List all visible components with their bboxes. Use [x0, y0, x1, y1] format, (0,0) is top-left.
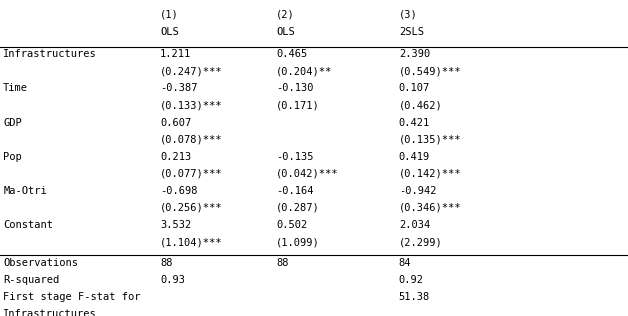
Text: (2): (2) [276, 9, 295, 20]
Text: (0.135)***: (0.135)*** [399, 135, 462, 145]
Text: 0.92: 0.92 [399, 275, 424, 285]
Text: 2.390: 2.390 [399, 49, 430, 59]
Text: 88: 88 [276, 258, 289, 268]
Text: 84: 84 [399, 258, 411, 268]
Text: 2SLS: 2SLS [399, 27, 424, 37]
Text: OLS: OLS [160, 27, 179, 37]
Text: (0.256)***: (0.256)*** [160, 203, 223, 213]
Text: (0.078)***: (0.078)*** [160, 135, 223, 145]
Text: (1): (1) [160, 9, 179, 20]
Text: (0.133)***: (0.133)*** [160, 100, 223, 111]
Text: 0.93: 0.93 [160, 275, 185, 285]
Text: OLS: OLS [276, 27, 295, 37]
Text: (0.247)***: (0.247)*** [160, 66, 223, 76]
Text: -0.698: -0.698 [160, 186, 198, 196]
Text: GDP: GDP [3, 118, 22, 128]
Text: Ma-Otri: Ma-Otri [3, 186, 47, 196]
Text: (0.077)***: (0.077)*** [160, 169, 223, 179]
Text: -0.387: -0.387 [160, 83, 198, 94]
Text: 88: 88 [160, 258, 173, 268]
Text: 0.213: 0.213 [160, 152, 192, 162]
Text: Infrastructures: Infrastructures [3, 309, 97, 316]
Text: 0.465: 0.465 [276, 49, 308, 59]
Text: -0.164: -0.164 [276, 186, 314, 196]
Text: 0.419: 0.419 [399, 152, 430, 162]
Text: R-squared: R-squared [3, 275, 60, 285]
Text: Infrastructures: Infrastructures [3, 49, 97, 59]
Text: 0.502: 0.502 [276, 220, 308, 230]
Text: Time: Time [3, 83, 28, 94]
Text: Observations: Observations [3, 258, 78, 268]
Text: 51.38: 51.38 [399, 292, 430, 302]
Text: 2.034: 2.034 [399, 220, 430, 230]
Text: (3): (3) [399, 9, 418, 20]
Text: First stage F-stat for: First stage F-stat for [3, 292, 141, 302]
Text: (0.042)***: (0.042)*** [276, 169, 339, 179]
Text: -0.942: -0.942 [399, 186, 436, 196]
Text: (0.287): (0.287) [276, 203, 320, 213]
Text: 0.107: 0.107 [399, 83, 430, 94]
Text: (2.299): (2.299) [399, 237, 443, 247]
Text: 1.211: 1.211 [160, 49, 192, 59]
Text: (0.549)***: (0.549)*** [399, 66, 462, 76]
Text: (1.104)***: (1.104)*** [160, 237, 223, 247]
Text: 0.607: 0.607 [160, 118, 192, 128]
Text: (0.142)***: (0.142)*** [399, 169, 462, 179]
Text: Pop: Pop [3, 152, 22, 162]
Text: (0.462): (0.462) [399, 100, 443, 111]
Text: Constant: Constant [3, 220, 53, 230]
Text: (0.204)**: (0.204)** [276, 66, 333, 76]
Text: (1.099): (1.099) [276, 237, 320, 247]
Text: -0.135: -0.135 [276, 152, 314, 162]
Text: -0.130: -0.130 [276, 83, 314, 94]
Text: (0.346)***: (0.346)*** [399, 203, 462, 213]
Text: 3.532: 3.532 [160, 220, 192, 230]
Text: (0.171): (0.171) [276, 100, 320, 111]
Text: 0.421: 0.421 [399, 118, 430, 128]
